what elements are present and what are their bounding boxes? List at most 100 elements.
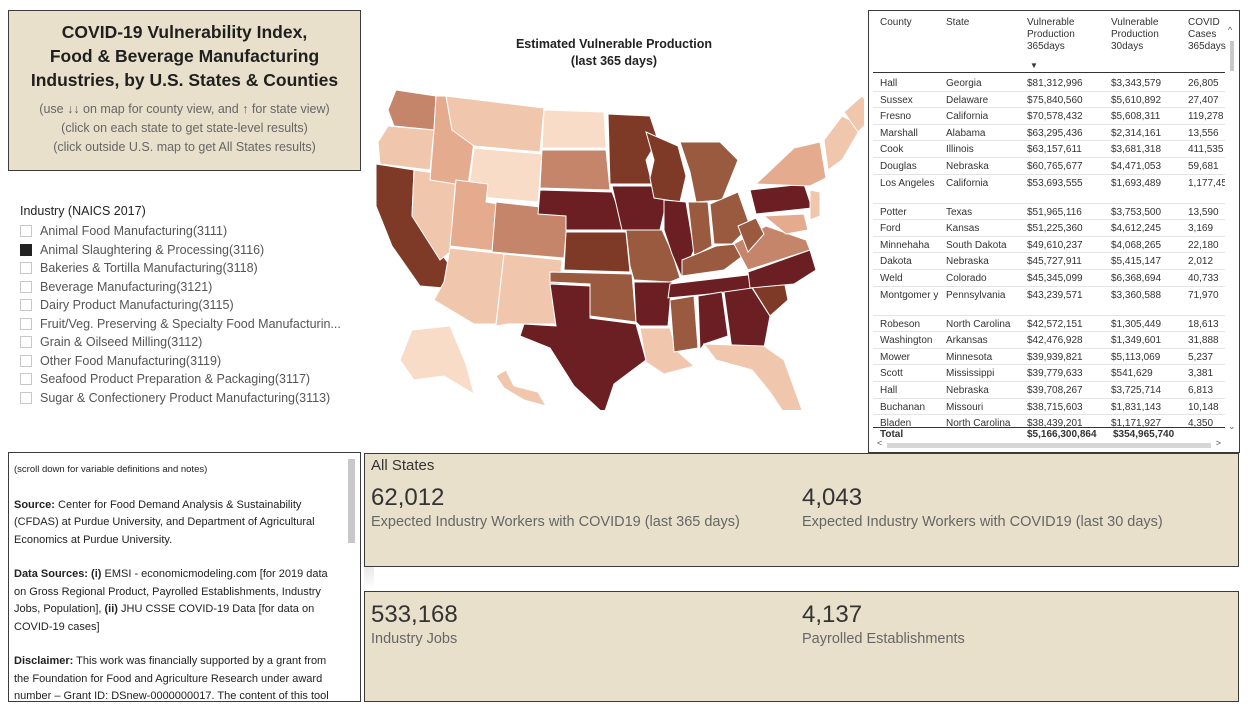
col-state[interactable]: State bbox=[946, 17, 970, 28]
checkbox-checked-icon[interactable] bbox=[20, 243, 32, 256]
state-missouri[interactable] bbox=[625, 229, 681, 283]
table-row[interactable]: Washington Arkansas $42,476,928 $1,349,601 3… bbox=[873, 332, 1225, 349]
slicer-item[interactable]: Bakeries & Tortilla Manufacturing(3118) bbox=[20, 259, 360, 278]
scroll-down-icon[interactable]: ⌄ bbox=[1228, 421, 1236, 431]
checkbox-icon[interactable] bbox=[20, 373, 32, 386]
scroll-thumb[interactable] bbox=[1230, 41, 1234, 71]
scroll-track[interactable] bbox=[887, 443, 1211, 448]
cell-state: Illinois bbox=[946, 144, 974, 156]
state-washington[interactable] bbox=[387, 89, 437, 131]
map-visual[interactable]: Estimated Vulnerable Production (last 36… bbox=[364, 30, 864, 410]
checkbox-icon[interactable] bbox=[20, 336, 32, 349]
state-texas[interactable] bbox=[519, 283, 647, 410]
table-vertical-scrollbar[interactable]: ^ ⌄ bbox=[1227, 17, 1237, 437]
col-covid[interactable]: COVID Cases 365days bbox=[1188, 17, 1226, 53]
cell-covid: 59,681 bbox=[1188, 160, 1219, 172]
table-row[interactable]: Los Angeles California $53,693,555 $1,693,4… bbox=[873, 175, 1225, 204]
checkbox-icon[interactable] bbox=[20, 354, 32, 367]
table-row[interactable]: Scott Mississippi $39,779,633 $541,629 3,381 bbox=[873, 365, 1225, 382]
state-alaska[interactable] bbox=[399, 325, 475, 396]
table-row[interactable]: Sussex Delaware $75,840,560 $5,610,892 27,40… bbox=[873, 92, 1225, 109]
state-iowa[interactable] bbox=[611, 185, 667, 231]
state-north-dakota[interactable] bbox=[541, 109, 607, 149]
checkbox-icon[interactable] bbox=[20, 225, 32, 238]
us-choropleth-map[interactable] bbox=[364, 30, 864, 410]
table-row[interactable]: Potter Texas $51,965,116 $3,753,500 13,590 bbox=[873, 204, 1225, 221]
checkbox-icon[interactable] bbox=[20, 391, 32, 404]
table-row[interactable]: Minnehaha South Dakota $49,610,237 $4,068,2… bbox=[873, 237, 1225, 254]
table-row[interactable]: Douglas Nebraska $60,765,677 $4,471,053 59,6… bbox=[873, 158, 1225, 175]
state-hawaii[interactable] bbox=[495, 369, 548, 407]
table-row[interactable]: Hall Georgia $81,312,996 $3,343,579 26,805 bbox=[873, 75, 1225, 92]
scroll-up-icon[interactable]: ^ bbox=[1228, 25, 1233, 35]
slicer-item[interactable]: Dairy Product Manufacturing(3115) bbox=[20, 296, 360, 315]
notes-panel[interactable]: (scroll down for variable definitions an… bbox=[8, 452, 361, 702]
slicer-item[interactable]: Animal Slaughtering & Processing(3116) bbox=[20, 241, 360, 260]
state-indiana[interactable] bbox=[687, 201, 713, 257]
cell-covid: 26,805 bbox=[1188, 78, 1219, 89]
cell-state: Alabama bbox=[946, 127, 986, 139]
slicer-item[interactable]: Sugar & Confectionery Product Manufactur… bbox=[20, 389, 360, 408]
state-new-england[interactable] bbox=[823, 115, 863, 171]
slicer-item[interactable]: Beverage Manufacturing(3121) bbox=[20, 278, 360, 297]
state-nebraska[interactable] bbox=[537, 189, 627, 231]
table-row[interactable]: Mower Minnesota $39,939,821 $5,113,069 5,237 bbox=[873, 349, 1225, 366]
cell-state: California bbox=[946, 111, 989, 123]
state-maryland[interactable] bbox=[762, 213, 809, 235]
checkbox-icon[interactable] bbox=[20, 280, 32, 293]
table-row[interactable]: Ford Kansas $51,225,360 $4,612,245 3,169 bbox=[873, 220, 1225, 237]
state-georgia[interactable] bbox=[723, 287, 771, 351]
cell-county: Marshall bbox=[880, 127, 918, 139]
state-oregon[interactable] bbox=[377, 125, 435, 171]
cell-covid: 27,407 bbox=[1188, 94, 1219, 106]
table-horizontal-scrollbar[interactable]: < > bbox=[873, 438, 1225, 450]
slicer-item[interactable]: Animal Food Manufacturing(3111) bbox=[20, 222, 360, 241]
state-new-york[interactable] bbox=[754, 141, 827, 187]
cell-county: Douglas bbox=[880, 160, 917, 172]
slicer-item[interactable]: Other Food Manufacturing(3119) bbox=[20, 352, 360, 371]
state-mississippi[interactable] bbox=[669, 295, 699, 353]
state-michigan[interactable] bbox=[679, 141, 739, 203]
state-new-jersey[interactable] bbox=[809, 189, 821, 221]
state-pennsylvania[interactable] bbox=[749, 183, 813, 215]
checkbox-icon[interactable] bbox=[20, 299, 32, 312]
table-row[interactable]: Robeson North Carolina $42,572,151 $1,305,4… bbox=[873, 316, 1225, 333]
state-alabama[interactable] bbox=[697, 291, 729, 352]
notes-scrollbar[interactable] bbox=[348, 459, 355, 543]
table-row[interactable]: Montgomer y Pennsylvania $43,239,571 $3,360… bbox=[873, 287, 1225, 316]
slicer-item[interactable]: Fruit/Veg. Preserving & Specialty Food M… bbox=[20, 315, 360, 334]
state-arkansas[interactable] bbox=[633, 281, 673, 327]
county-table[interactable]: County State Vulnerable Production 365da… bbox=[868, 10, 1240, 453]
state-montana[interactable] bbox=[445, 95, 545, 153]
table-row[interactable]: Marshall Alabama $63,295,436 $2,314,161 13,5… bbox=[873, 125, 1225, 142]
table-row[interactable]: Weld Colorado $45,345,099 $6,368,694 40,733 bbox=[873, 270, 1225, 287]
table-row[interactable]: Cook Illinois $63,157,611 $3,681,318 411,535 bbox=[873, 141, 1225, 158]
state-florida[interactable] bbox=[702, 343, 803, 410]
state-louisiana[interactable] bbox=[639, 327, 696, 375]
col-county[interactable]: County bbox=[880, 17, 912, 28]
table-header: County State Vulnerable Production 365da… bbox=[873, 17, 1226, 73]
sort-desc-icon[interactable]: ▼ bbox=[1030, 61, 1038, 70]
col-vp30[interactable]: Vulnerable Production 30days bbox=[1111, 17, 1159, 53]
state-maine[interactable] bbox=[843, 95, 864, 133]
slicer-item[interactable]: Grain & Oilseed Milling(3112) bbox=[20, 333, 360, 352]
state-kansas[interactable] bbox=[563, 231, 631, 273]
table-row[interactable]: Dakota Nebraska $45,727,911 $5,415,147 2,012 bbox=[873, 253, 1225, 270]
state-west-virginia[interactable] bbox=[737, 217, 765, 253]
table-row[interactable]: Hall Nebraska $39,708,267 $3,725,714 6,813 bbox=[873, 382, 1225, 399]
instruction-line: (click on each state to get state-level … bbox=[61, 121, 308, 135]
kpi-label: Payrolled Establishments bbox=[802, 631, 965, 647]
table-row[interactable]: Bladen North Carolina $38,439,201 $1,171,92… bbox=[873, 415, 1225, 427]
checkbox-icon[interactable] bbox=[20, 262, 32, 275]
cell-vp365: $39,779,633 bbox=[1027, 368, 1083, 380]
checkbox-icon[interactable] bbox=[20, 317, 32, 330]
slicer-item[interactable]: Seafood Product Preparation & Packaging(… bbox=[20, 370, 360, 389]
cell-state: Missouri bbox=[946, 401, 984, 413]
table-row[interactable]: Fresno California $70,578,432 $5,608,311 119… bbox=[873, 108, 1225, 125]
col-vp365[interactable]: Vulnerable Production 365days bbox=[1027, 17, 1075, 53]
cell-state: California bbox=[946, 177, 989, 189]
table-row[interactable]: Buchanan Missouri $38,715,603 $1,831,143 10,… bbox=[873, 399, 1225, 416]
state-south-dakota[interactable] bbox=[539, 149, 611, 191]
scroll-right-icon[interactable]: > bbox=[1215, 438, 1221, 448]
scroll-left-icon[interactable]: < bbox=[877, 438, 883, 448]
